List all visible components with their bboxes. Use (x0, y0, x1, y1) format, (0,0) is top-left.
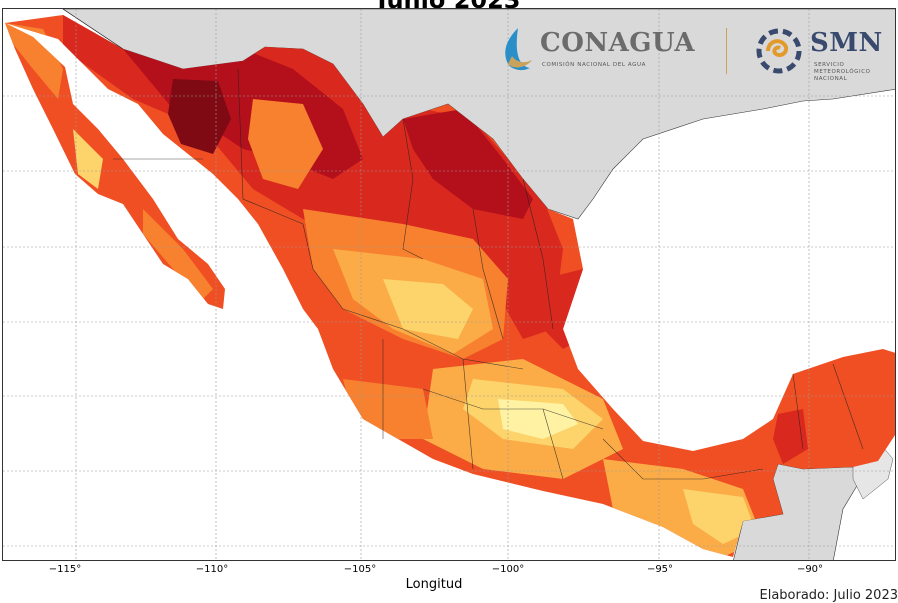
smn-logo-icon (754, 26, 804, 76)
logo-divider (726, 28, 727, 74)
conagua-logo-icon (496, 26, 536, 74)
conagua-subtitle: COMISIÓN NACIONAL DEL AGUA (542, 62, 646, 68)
credit-text: Elaborado: Julio 2023 (760, 588, 898, 603)
logo-bar: CONAGUA COMISIÓN NACIONAL DEL AGUA SMN S… (492, 22, 894, 84)
x-tick-label: −110° (196, 564, 228, 575)
x-axis-label: Longitud (0, 577, 868, 592)
x-tick-label: −95° (647, 564, 673, 575)
x-tick-label: −90° (797, 564, 823, 575)
x-tick-label: −100° (492, 564, 524, 575)
x-tick-label: −105° (344, 564, 376, 575)
x-tick-label: −115° (49, 564, 81, 575)
conagua-name: CONAGUA (540, 28, 695, 58)
smn-subtitle-1: SERVICIO (814, 62, 844, 68)
smn-subtitle-3: NACIONAL (814, 76, 847, 82)
smn-subtitle-2: METEOROLÓGICO (814, 69, 871, 75)
map-panel (2, 8, 896, 561)
smn-name: SMN (810, 28, 883, 58)
